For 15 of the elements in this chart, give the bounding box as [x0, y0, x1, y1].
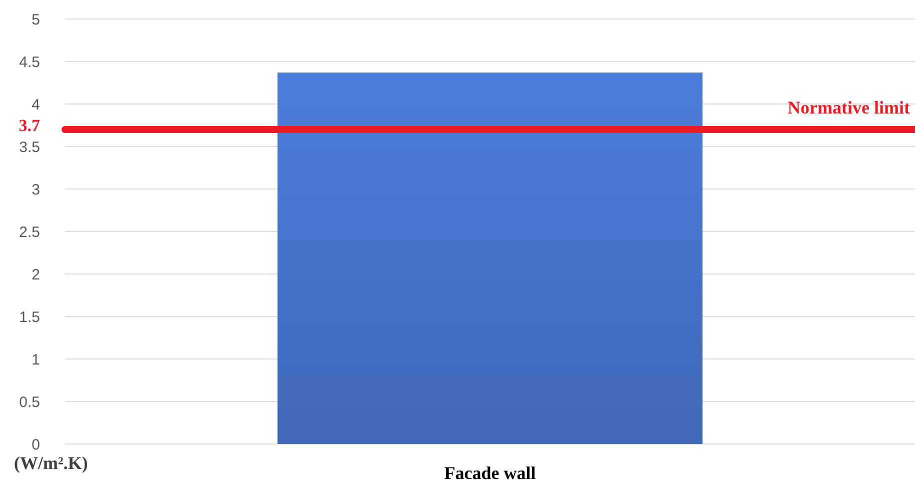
y-tick-label: 5 [32, 11, 40, 28]
y-tick-label: 3 [32, 181, 40, 198]
y-tick-label: 4.5 [19, 54, 40, 71]
y-tick-label: 3.5 [19, 138, 40, 156]
y-tick-label: 3.7 [18, 116, 40, 136]
y-tick-label: 0 [32, 436, 40, 454]
y-axis-title: (W/m².K) [14, 453, 88, 473]
x-tick-label: Facade wall [444, 463, 536, 483]
y-tick-label: 1 [32, 351, 40, 368]
y-tick-label: 0.5 [19, 394, 40, 411]
y-tick-label: 2.5 [19, 224, 40, 241]
y-tick-label: 1.5 [19, 308, 40, 326]
ref-line-label: Normative limit [788, 98, 910, 118]
y-tick-label: 2 [32, 266, 40, 284]
y-tick-label: 4 [32, 96, 40, 114]
